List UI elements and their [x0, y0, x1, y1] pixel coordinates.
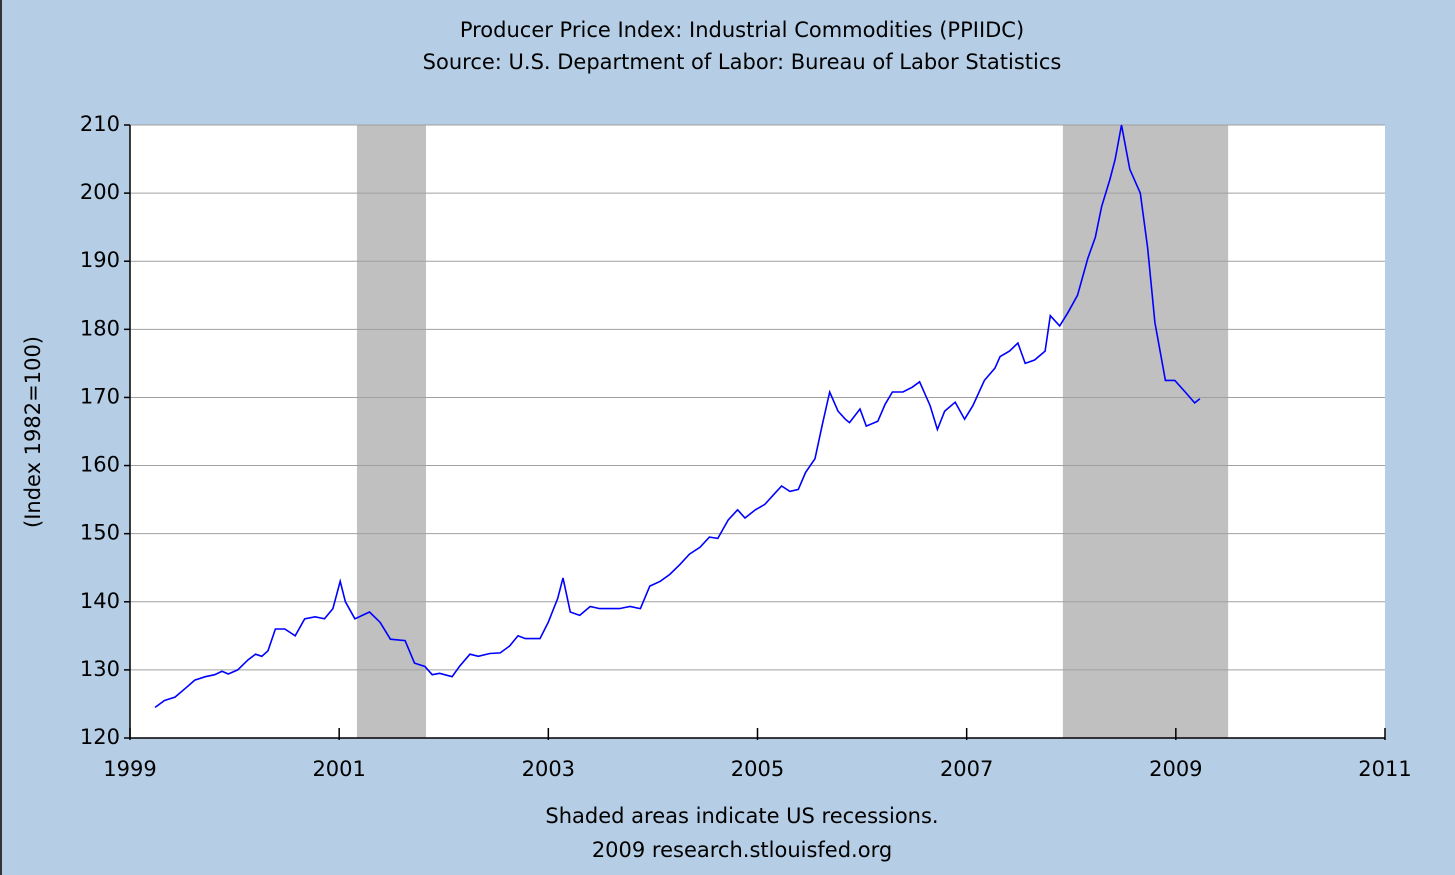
- y-tick-label: 180: [80, 316, 120, 340]
- x-tick-label: 2011: [1358, 757, 1411, 781]
- y-tick-label: 200: [80, 180, 120, 204]
- x-tick-label: 2001: [312, 757, 365, 781]
- y-tick-label: 120: [80, 725, 120, 749]
- recession-band: [1062, 125, 1229, 738]
- x-tick-label: 1999: [103, 757, 156, 781]
- y-tick-label: 190: [80, 248, 120, 272]
- y-tick-label: 210: [80, 112, 120, 136]
- x-tick-label: 2009: [1149, 757, 1202, 781]
- data-line: [154, 124, 1201, 709]
- note: Shaded areas indicate US recessions.: [545, 804, 938, 828]
- y-tick-label: 150: [80, 521, 120, 545]
- y-tick-label: 160: [80, 453, 120, 477]
- chart-subtitle: Source: U.S. Department of Labor: Bureau…: [423, 50, 1062, 74]
- x-tick-label: 2005: [731, 757, 784, 781]
- y-tick-label: 130: [80, 657, 120, 681]
- recession-band: [356, 125, 426, 738]
- y-tick-label: 170: [80, 384, 120, 408]
- chart-title: Producer Price Index: Industrial Commodi…: [460, 18, 1024, 42]
- y-axis-label: (Index 1982=100): [21, 336, 45, 528]
- credit: 2009 research.stlouisfed.org: [592, 838, 892, 862]
- x-tick-label: 2007: [940, 757, 993, 781]
- x-tick-label: 2003: [522, 757, 575, 781]
- y-tick-label: 140: [80, 589, 120, 613]
